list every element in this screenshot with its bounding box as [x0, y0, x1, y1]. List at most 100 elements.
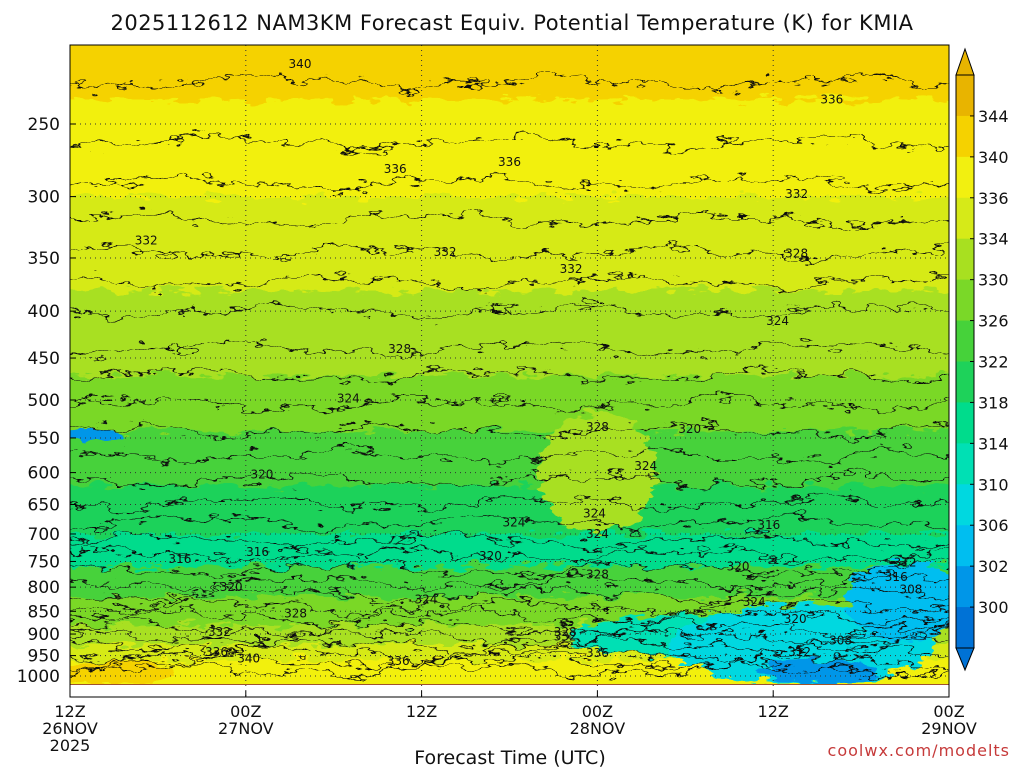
contour-line [70, 174, 949, 192]
colorbar-segment [956, 607, 974, 649]
contour-label: 324 [415, 592, 438, 606]
y-tick-label: 400 [28, 302, 60, 322]
y-tick-label: 800 [28, 578, 60, 598]
contour-line [70, 134, 949, 152]
colorbar-segment [956, 402, 974, 444]
field-band [70, 533, 949, 569]
x-tick-label: 28NOV [570, 719, 626, 738]
contour-line [70, 422, 949, 440]
colorbar-segment [956, 156, 974, 199]
ground-surface [70, 684, 949, 685]
y-tick-label: 950 [28, 647, 60, 667]
colorbar-segment [956, 320, 974, 362]
contour-line [70, 561, 949, 578]
contour-line [70, 73, 949, 91]
y-tick-label: 500 [28, 391, 60, 411]
field-band [70, 99, 949, 199]
credit-text: coolwx.com/modelts [828, 741, 1010, 760]
contour-line [70, 447, 949, 465]
y-tick-label: 700 [28, 525, 60, 545]
field-band [70, 196, 949, 293]
contour-line [70, 619, 949, 636]
colorbar-segment [956, 525, 974, 567]
colorbar: 300 302 306 310 314 318 322 326 330 334 336 340 344 [955, 47, 1009, 672]
y-tick-label: 350 [28, 249, 60, 269]
colorbar-segment [956, 75, 974, 117]
x-tick-label: 00Z [933, 702, 964, 721]
y-tick-label: 300 [28, 188, 60, 208]
contour-label: 328 [388, 342, 411, 356]
contour-line [70, 243, 949, 261]
contour-label: 328 [785, 246, 808, 260]
field-band [70, 430, 949, 488]
field-cell [70, 428, 122, 441]
contour-label: 320 [678, 422, 701, 436]
contour-labels: 340 336 336 336 332 332 332 332 328 328 324 324 328 3… [135, 57, 923, 668]
field-cell [758, 659, 876, 684]
contour-label: 324 [634, 459, 657, 473]
contour-line [70, 586, 949, 603]
contour-label: 332 [554, 629, 577, 643]
y-tick-label: 650 [28, 495, 60, 515]
colorbar-label: 302 [978, 557, 1009, 576]
colorbar-bottom-arrow [955, 647, 975, 672]
colorbar-segment [956, 484, 974, 526]
x-tick-label: 00Z [230, 702, 261, 721]
contour-line [70, 653, 949, 671]
colorbar-segment [956, 115, 974, 158]
contour-label: 316 [757, 518, 780, 532]
contour-line [70, 494, 949, 512]
colorbar-label: 322 [978, 353, 1009, 372]
contour-label: 320 [784, 612, 807, 626]
contour-label: 336 [820, 92, 843, 106]
x-axis-label: Forecast Time (UTC) [414, 747, 605, 768]
contour-label: 332 [208, 625, 231, 639]
contour-label: 328 [586, 420, 609, 434]
contour-label: 332 [434, 245, 457, 259]
contour-line [70, 661, 949, 679]
contour-label: 312 [788, 645, 811, 659]
contour-label: 308 [829, 634, 852, 648]
colorbar-label: 334 [978, 230, 1009, 249]
field-cell [70, 660, 173, 684]
colorbar-segment [956, 197, 974, 240]
contour-label: 320 [250, 468, 273, 482]
field-cell [846, 561, 949, 642]
y-tick-label: 1000 [17, 667, 60, 687]
x-tick-label: 12Z [406, 702, 437, 721]
y-axis-ticks: 250 300 350 400 450 500 550 600 650 700 750 800 850 9… [17, 115, 76, 687]
y-tick-label: 600 [28, 464, 60, 484]
contour-lines [70, 73, 949, 679]
x-tick-label: 12Z [54, 702, 85, 721]
contour-line [70, 573, 949, 591]
contour-line [70, 636, 949, 654]
contour-label: 336 [498, 155, 521, 169]
x-tick-label: 29NOV [921, 719, 977, 738]
field-band [70, 485, 949, 536]
contour-label: 324 [502, 515, 525, 529]
x-tick-label: 00Z [582, 702, 613, 721]
contour-label: 324 [766, 314, 789, 328]
contour-label: 336 [205, 645, 228, 659]
field-band [70, 45, 949, 102]
contour-line [70, 472, 949, 489]
contour-label: 320 [220, 580, 243, 594]
theta-e-field [70, 45, 949, 685]
colorbar-label: 300 [978, 598, 1009, 617]
colorbar-label: 340 [978, 148, 1009, 167]
colorbar-label: 314 [978, 434, 1009, 453]
contour-line [70, 340, 949, 358]
plot-area [70, 45, 949, 685]
contour-label: 308 [899, 583, 922, 597]
colorbar-label: 310 [978, 475, 1009, 494]
contour-label: 340 [289, 57, 312, 71]
colorbar-segment [956, 361, 974, 403]
contour-label: 332 [560, 262, 583, 276]
x-tick-label: 12Z [758, 702, 789, 721]
y-tick-label: 450 [28, 349, 60, 369]
contour-label: 316 [246, 545, 269, 559]
contour-label: 336 [384, 162, 407, 176]
colorbar-label: 336 [978, 189, 1009, 208]
